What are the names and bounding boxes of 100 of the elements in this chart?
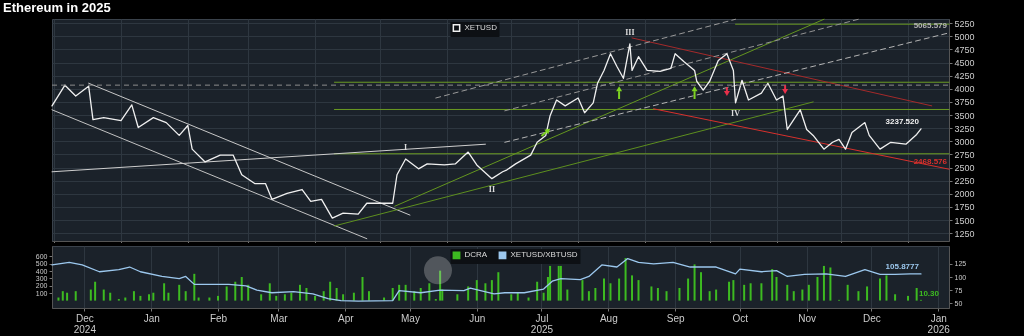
bar (786, 284, 789, 301)
y-tick-label: 3250 (954, 123, 975, 134)
bar (109, 292, 112, 301)
bar (594, 288, 597, 301)
bar (152, 292, 155, 301)
bar (631, 275, 634, 301)
bar (225, 286, 228, 301)
bar (894, 294, 897, 301)
bar (247, 284, 250, 301)
data-label: 105.8777 (885, 261, 920, 271)
bar (197, 297, 200, 301)
bar (801, 289, 804, 301)
bar (665, 291, 668, 301)
x-tick-label: Apr (337, 312, 355, 324)
bar (240, 277, 243, 301)
bar (74, 291, 77, 301)
data-label: 5065.579 (913, 20, 948, 30)
bar (656, 288, 659, 301)
bar (290, 292, 293, 301)
bar (866, 286, 869, 301)
data-label: 2468.576 (913, 157, 948, 167)
bar (314, 295, 317, 301)
x-tick-label: Jan 2026 (927, 312, 951, 335)
bar (527, 297, 530, 301)
bar (771, 269, 774, 301)
bar (829, 267, 832, 301)
data-label: 3237.520 (885, 116, 920, 126)
y-tick-label: 2250 (954, 176, 975, 187)
bar (268, 283, 271, 301)
bar (650, 286, 653, 301)
bar (743, 284, 746, 301)
y-tick-label: 4000 (954, 84, 975, 95)
x-tick-label: Aug (599, 312, 618, 324)
bar (678, 288, 681, 301)
bar (404, 284, 407, 301)
bar (178, 284, 181, 301)
bar (624, 258, 627, 301)
x-tick-label: Oct (732, 312, 749, 324)
bar (915, 288, 918, 301)
x-tick-label: May (400, 312, 420, 324)
bar (715, 289, 718, 301)
y-tick-label: 4500 (954, 58, 975, 69)
y-tick-label: 3750 (954, 97, 975, 108)
x-tick-label: Jan (143, 312, 160, 324)
y-tick-label: 5000 (954, 31, 975, 42)
annotation: I (404, 143, 408, 153)
y-tick-label: 2000 (954, 189, 975, 200)
annotation: IV (731, 108, 741, 118)
y-tick-label: 2500 (954, 163, 975, 174)
y-tick-label: 4250 (954, 71, 975, 82)
chart-title: Ethereum in 2025 (2, 0, 112, 16)
x-tick-label: Feb (209, 312, 228, 324)
bar (587, 291, 590, 301)
legend-label: XETUSD/XBTUSD (510, 250, 578, 260)
x-tick-label: Nov (798, 312, 817, 324)
bar (66, 292, 69, 301)
bar (775, 277, 778, 301)
bar (566, 289, 569, 301)
y-tick-label: 3500 (954, 110, 975, 121)
bar (760, 283, 763, 301)
bar (193, 273, 196, 301)
bar (728, 281, 731, 301)
bar (94, 281, 97, 301)
x-tick-label: Sep (666, 312, 685, 324)
bar (542, 292, 545, 301)
bar (637, 280, 640, 301)
bar (510, 294, 513, 301)
bar (490, 280, 493, 301)
bar (816, 277, 819, 301)
bar (822, 265, 825, 301)
bar (428, 283, 431, 301)
bar (581, 280, 584, 301)
data-label: 10.30 (918, 288, 940, 298)
bar (361, 277, 364, 301)
y-tick-label: 2750 (954, 149, 975, 160)
bar (89, 289, 92, 301)
bar (217, 295, 220, 301)
bar (907, 295, 910, 301)
bar (260, 294, 263, 301)
y-tick-label: 5250 (954, 18, 975, 29)
y-tick-label: 1250 (954, 228, 975, 239)
bar (367, 291, 370, 301)
bar (102, 289, 105, 301)
bar (885, 275, 888, 301)
legend-label: DCRA (464, 250, 488, 260)
bar (61, 291, 64, 301)
y-tick-label: 3000 (954, 136, 975, 147)
bar (484, 283, 487, 301)
bar (139, 295, 142, 301)
bar (208, 297, 211, 301)
bar (618, 278, 621, 301)
bar (687, 278, 690, 301)
bar (693, 264, 696, 301)
bar (283, 294, 286, 301)
bar (124, 297, 127, 301)
bar (846, 284, 849, 301)
bar (456, 294, 459, 301)
bar (603, 278, 605, 301)
bar (749, 283, 752, 301)
bar (419, 288, 422, 301)
